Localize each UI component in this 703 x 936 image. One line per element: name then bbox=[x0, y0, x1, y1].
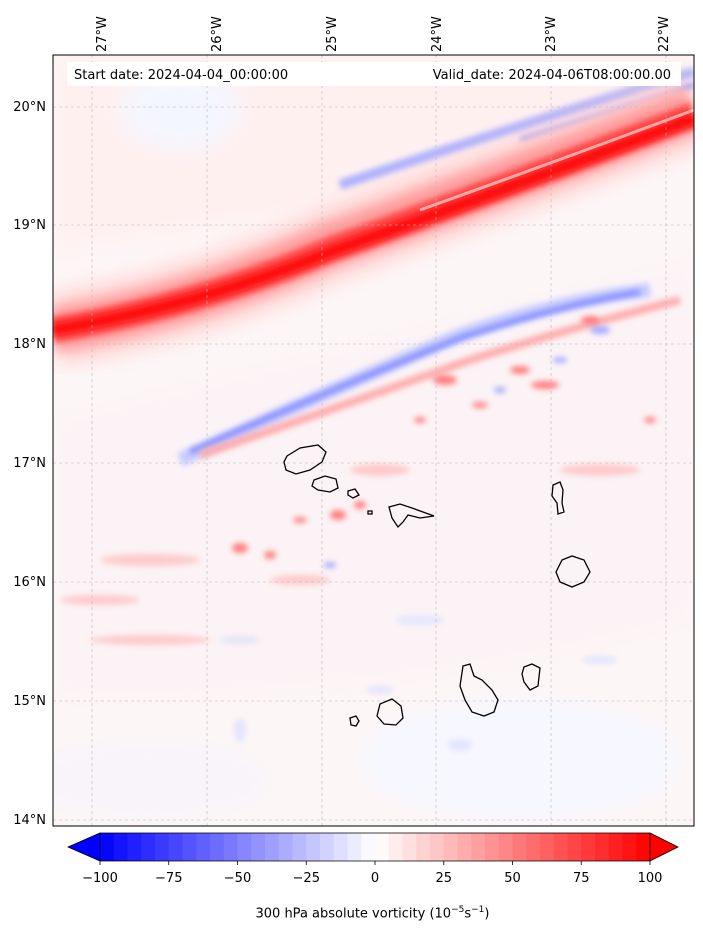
colorbar-segment bbox=[608, 833, 623, 861]
lon-tick-label: 25°W bbox=[325, 16, 340, 52]
lon-tick-label: 22°W bbox=[657, 16, 672, 52]
colorbar-tick-label: −50 bbox=[224, 871, 251, 886]
colorbar-tick-label: 0 bbox=[371, 871, 379, 886]
island-sao-nicolau bbox=[388, 503, 435, 529]
start-date-label: Start date: 2024-04-04_00:00:00 bbox=[74, 68, 288, 83]
lat-tick-label: 18°N bbox=[13, 337, 46, 352]
island-boa-vista bbox=[555, 555, 591, 588]
colorbar-segment bbox=[498, 833, 513, 861]
colorbar-segment bbox=[416, 833, 431, 861]
colorbar-tick-label: −100 bbox=[82, 871, 118, 886]
map-frame bbox=[52, 54, 695, 827]
colorbar-segment bbox=[581, 833, 596, 861]
colorbar-tick-label: −25 bbox=[293, 871, 320, 886]
colorbar-segment bbox=[210, 833, 225, 861]
colorbar-segment bbox=[375, 833, 390, 861]
colorbar-tick-label: 25 bbox=[435, 871, 452, 886]
colorbar-segment bbox=[457, 833, 472, 861]
colorbar-segment bbox=[251, 833, 266, 861]
colorbar-segment bbox=[306, 833, 321, 861]
colorbar-segment bbox=[100, 833, 115, 861]
colorbar-label: 300 hPa absolute vorticity (10−5s−1) bbox=[255, 905, 490, 922]
colorbar-segment bbox=[168, 833, 183, 861]
lat-tick-labels: 20°N 19°N 18°N 17°N 16°N 15°N 14°N bbox=[13, 100, 46, 828]
colorbar-segment bbox=[553, 833, 568, 861]
lon-tick-label: 24°W bbox=[430, 16, 445, 52]
colorbar-segment bbox=[512, 833, 527, 861]
island-santiago bbox=[459, 663, 499, 717]
colorbar-segment bbox=[622, 833, 637, 861]
lat-tick-label: 17°N bbox=[13, 456, 46, 471]
colorbar-segment bbox=[361, 833, 376, 861]
colorbar-segment bbox=[636, 833, 651, 861]
lat-tick-label: 14°N bbox=[13, 813, 46, 828]
lat-tick-label: 19°N bbox=[13, 218, 46, 233]
colorbar-segment bbox=[333, 833, 348, 861]
colorbar-segment bbox=[265, 833, 280, 861]
colorbar-segment bbox=[567, 833, 582, 861]
header-box bbox=[67, 62, 681, 86]
colorbar-segments bbox=[100, 833, 651, 861]
colorbar-segment bbox=[141, 833, 156, 861]
colorbar-segment bbox=[292, 833, 307, 861]
colorbar-segment bbox=[320, 833, 335, 861]
colorbar-segment bbox=[430, 833, 445, 861]
lon-tick-label: 23°W bbox=[544, 16, 559, 52]
colorbar-segment bbox=[223, 833, 238, 861]
colorbar-segment bbox=[471, 833, 486, 861]
colorbar: −100 −75 −50 −25 0 25 50 75 100 bbox=[67, 832, 679, 886]
colorbar-max-extend-arrow bbox=[649, 832, 679, 862]
colorbar-segment bbox=[347, 833, 362, 861]
lon-tick-labels: 27°W 26°W 25°W 24°W 23°W 22°W bbox=[95, 16, 672, 52]
island-sao-vicente bbox=[311, 475, 339, 493]
colorbar-ticks: −100 −75 −50 −25 0 25 50 75 100 bbox=[82, 861, 662, 886]
colorbar-segment bbox=[155, 833, 170, 861]
island-fogo bbox=[376, 698, 404, 726]
colorbar-segment bbox=[526, 833, 541, 861]
island-maio bbox=[521, 663, 541, 691]
colorbar-segment bbox=[127, 833, 142, 861]
island-santo-antao bbox=[283, 444, 327, 475]
colorbar-tick-label: 50 bbox=[504, 871, 521, 886]
colorbar-segment bbox=[278, 833, 293, 861]
colorbar-segment bbox=[595, 833, 610, 861]
colorbar-segment bbox=[196, 833, 211, 861]
lat-tick-label: 15°N bbox=[13, 694, 46, 709]
colorbar-min-extend-arrow bbox=[67, 832, 101, 862]
valid-date-label: Valid_date: 2024-04-06T08:00:00.00 bbox=[433, 68, 671, 83]
lon-tick-label: 26°W bbox=[210, 16, 225, 52]
coastlines bbox=[283, 444, 591, 727]
vorticity-field: Start date: 2024-04-04_00:00:00 Valid_da… bbox=[53, 55, 694, 826]
colorbar-segment bbox=[388, 833, 403, 861]
gridlines bbox=[53, 55, 694, 826]
colorbar-segment bbox=[182, 833, 197, 861]
island-brava bbox=[349, 715, 360, 727]
island-santa-luzia bbox=[347, 488, 360, 499]
island-sal bbox=[551, 481, 565, 515]
island-tiny-raso bbox=[367, 510, 373, 515]
colorbar-tick-label: 100 bbox=[638, 871, 663, 886]
colorbar-segment bbox=[402, 833, 417, 861]
lat-tick-label: 20°N bbox=[13, 100, 46, 115]
colorbar-tick-label: 75 bbox=[573, 871, 590, 886]
colorbar-segment bbox=[237, 833, 252, 861]
lat-tick-label: 16°N bbox=[13, 575, 46, 590]
lon-tick-label: 27°W bbox=[95, 16, 110, 52]
colorbar-segment bbox=[485, 833, 500, 861]
colorbar-segment bbox=[113, 833, 128, 861]
colorbar-tick-label: −75 bbox=[155, 871, 182, 886]
colorbar-segment bbox=[540, 833, 555, 861]
colorbar-segment bbox=[443, 833, 458, 861]
